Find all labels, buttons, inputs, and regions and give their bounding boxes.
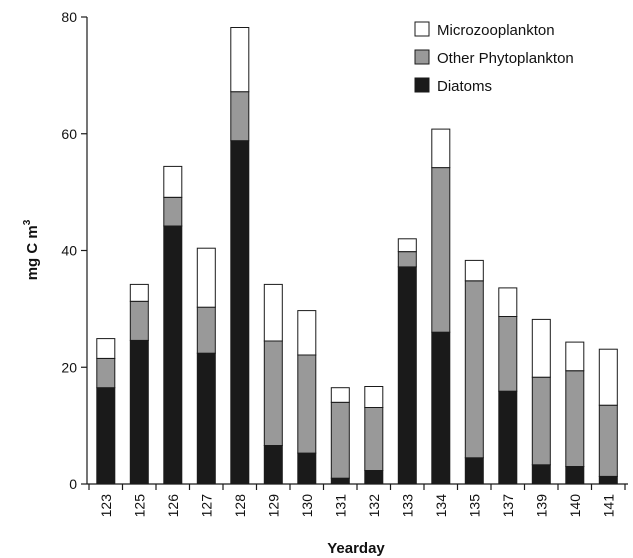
legend-label-microzooplankton: Microzooplankton [437,22,555,39]
bar-segment-diatoms-126 [163,225,183,485]
legend-item-other-phytoplankton: Other Phytoplankton [414,49,574,67]
bar-segment-other-phytoplankton-129 [263,340,283,446]
bar-segment-other-phytoplankton-126 [163,196,183,227]
x-axis-ticks: 123 125 126 127 128 129 130 131 132 133 134 135 137 1… [88,484,626,518]
legend-swatch-diatoms [414,77,430,93]
x-tick-label: 128 [232,494,248,518]
bar-segment-diatoms-123 [96,387,116,485]
bar-segment-microzooplankton-137 [498,287,518,317]
bar-segment-microzooplankton-129 [263,283,283,342]
bar-segment-diatoms-139 [531,464,551,485]
bar-segment-other-phytoplankton-130 [297,354,317,454]
y-tick-label: 80 [61,9,77,25]
x-tick-label: 132 [366,494,382,518]
bar-segment-microzooplankton-123 [96,338,116,359]
legend: Microzooplankton Other Phytoplankton Diato… [414,21,574,95]
bar-segment-microzooplankton-125 [129,283,149,302]
bar-segment-other-phytoplankton-139 [531,376,551,466]
x-tick-label: 123 [98,494,114,518]
y-tick-label: 40 [61,243,77,259]
legend-label-other-phytoplankton: Other Phytoplankton [437,50,574,67]
bar-segment-microzooplankton-134 [431,128,451,169]
x-tick-label: 133 [399,494,415,518]
bar-segment-diatoms-140 [565,466,585,485]
x-tick-label: 137 [500,494,516,518]
bar-segment-diatoms-135 [464,457,484,485]
bar-segment-other-phytoplankton-132 [364,407,384,471]
x-tick-label: 135 [466,494,482,518]
x-axis-title: Yearday [327,540,385,557]
x-tick-label: 131 [332,494,348,518]
bar-segment-diatoms-141 [598,475,618,485]
x-tick-label: 129 [265,494,281,518]
bar-segment-microzooplankton-140 [565,341,585,372]
legend-label-diatoms: Diatoms [437,78,492,95]
bar-segment-microzooplankton-135 [464,259,484,282]
legend-item-diatoms: Diatoms [414,77,492,95]
bar-segment-microzooplankton-131 [330,387,350,403]
y-tick-label: 0 [69,476,77,492]
legend-item-microzooplankton: Microzooplankton [414,21,555,39]
bar-segment-diatoms-125 [129,339,149,485]
x-tick-label: 126 [165,494,181,518]
bar-segment-diatoms-132 [364,470,384,485]
bar-segment-diatoms-128 [230,140,250,485]
bar-segment-diatoms-134 [431,331,451,485]
bar-segment-microzooplankton-139 [531,318,551,378]
bar-segment-diatoms-131 [330,477,350,485]
x-tick-label: 125 [131,494,147,518]
bar-segment-microzooplankton-133 [397,238,417,253]
y-tick-label: 60 [61,126,77,142]
x-tick-label: 140 [567,494,583,518]
bar-segment-other-phytoplankton-127 [196,306,216,354]
bar-segment-other-phytoplankton-125 [129,300,149,341]
bar-segment-microzooplankton-127 [196,247,216,308]
bar-segment-other-phytoplankton-141 [598,404,618,477]
bar-segment-other-phytoplankton-131 [330,401,350,479]
bar-segment-microzooplankton-126 [163,165,183,198]
bar-segment-other-phytoplankton-123 [96,358,116,389]
bar-segment-other-phytoplankton-134 [431,167,451,333]
y-axis-title: mg C m3 [22,219,41,280]
bar-segment-diatoms-137 [498,390,518,485]
legend-swatch-microzooplankton [414,21,430,37]
x-tick-label: 139 [533,494,549,518]
x-tick-label: 127 [198,494,214,518]
bar-segment-other-phytoplankton-133 [397,251,417,268]
x-tick-label: 130 [299,494,315,518]
x-tick-label: 141 [600,494,616,518]
bar-segment-other-phytoplankton-128 [230,91,250,142]
bar-segment-diatoms-127 [196,352,216,485]
y-axis-ticks: 0 20 40 60 80 [61,9,87,492]
bar-series-group [96,27,618,485]
bar-segment-other-phytoplankton-135 [464,280,484,459]
bar-segment-diatoms-133 [397,266,417,485]
bar-segment-diatoms-130 [297,452,317,485]
y-tick-label: 20 [61,359,77,375]
bar-segment-microzooplankton-128 [230,27,250,93]
bar-segment-diatoms-129 [263,445,283,485]
bar-segment-other-phytoplankton-137 [498,316,518,392]
bar-segment-other-phytoplankton-140 [565,370,585,467]
bar-segment-microzooplankton-132 [364,386,384,408]
bar-segment-microzooplankton-141 [598,348,618,406]
x-tick-label: 134 [433,494,449,518]
bar-segment-microzooplankton-130 [297,310,317,356]
legend-swatch-other-phytoplankton [414,49,430,65]
